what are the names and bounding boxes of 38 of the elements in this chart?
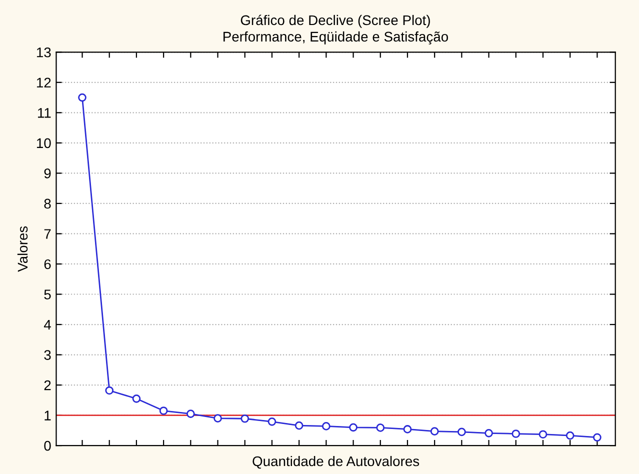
y-tick-label: 1 xyxy=(44,410,51,420)
chart-title: Gráfico de Declive (Scree Plot) xyxy=(240,14,430,28)
y-tick-label: 2 xyxy=(44,380,51,390)
point xyxy=(403,425,412,434)
y-tick-label: 7 xyxy=(44,229,51,239)
y-tick-label: 8 xyxy=(44,198,51,209)
point xyxy=(240,414,250,423)
chart-subtitle: Performance, Eqüidade e Satisfação xyxy=(224,31,448,44)
y-axis-title: Valores xyxy=(17,226,28,272)
point xyxy=(268,417,276,426)
point xyxy=(132,394,141,403)
point xyxy=(538,430,548,439)
point xyxy=(214,414,222,422)
point xyxy=(105,386,114,395)
point xyxy=(566,431,574,440)
point xyxy=(593,433,602,442)
y-tick-label: 11 xyxy=(38,108,51,118)
point xyxy=(376,424,385,432)
point xyxy=(430,427,439,436)
point xyxy=(159,406,168,415)
y-tick-label: 10 xyxy=(36,138,51,148)
point xyxy=(322,422,330,430)
point xyxy=(484,428,493,438)
y-tick-label: 3 xyxy=(44,350,51,360)
y-tick-label: 13 xyxy=(36,47,51,58)
x-axis-title: Quantidade de Autovalores xyxy=(252,456,420,469)
y-tick-label: 0 xyxy=(44,440,51,451)
point xyxy=(458,428,466,436)
y-tick-label: 6 xyxy=(44,259,51,270)
y-tick-label: 4 xyxy=(44,320,51,330)
point xyxy=(186,410,195,418)
point xyxy=(294,421,304,430)
y-tick-label: 9 xyxy=(44,168,51,178)
y-tick-label: 12 xyxy=(36,78,51,88)
y-tick-label: 5 xyxy=(44,290,51,300)
point xyxy=(349,423,358,432)
point xyxy=(78,93,86,102)
point xyxy=(512,430,520,438)
